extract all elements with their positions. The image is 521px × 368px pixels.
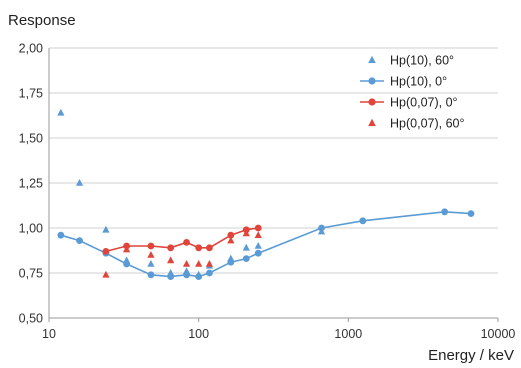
data-point [167,244,175,252]
series-4 [102,229,262,278]
data-point [227,231,235,239]
legend-label: Hp(0,07), 60° [390,117,464,131]
series-1 [57,108,326,278]
axis-layer: 0,50 0,75 1,00 1,25 1,50 1,75 2,00 10 100 1000 100… [19,42,516,342]
data-point [102,270,110,278]
y-tick-label: 2,00 [19,42,43,56]
data-point [183,239,190,246]
y-tick-label: 1,50 [19,132,43,146]
series-2 [57,208,475,280]
x-tick-label: 100 [188,327,209,341]
data-point [254,242,262,249]
legend-label: Hp(0,07), 0° [390,96,458,110]
legend-swatch-marker [368,118,376,126]
data-point [167,256,175,264]
data-point [441,208,449,216]
data-point [123,260,131,268]
data-point [242,255,250,262]
data-point [195,260,203,267]
data-point [182,260,191,267]
data-point [318,224,325,232]
data-point [147,271,155,279]
data-point [205,260,214,267]
legend: Hp(10), 60° Hp(10), 0° Hp(0,07), 0° Hp(0,07… [360,54,464,131]
data-point [57,108,65,116]
data-point [76,237,83,245]
data-point [102,248,110,255]
series-layer [57,108,475,280]
y-tick-label: 1,75 [19,87,43,101]
legend-label: Hp(10), 0° [390,75,447,89]
y-tick-label: 1,00 [19,222,43,236]
data-point [183,271,190,279]
data-point [206,244,213,252]
y-tick-label: 1,25 [19,177,43,191]
x-tick-label: 10000 [481,327,516,341]
data-point [359,217,367,225]
grid-layer [49,47,498,319]
legend-swatch-marker [368,98,376,106]
series-line [105,227,259,253]
data-point [254,249,262,257]
y-tick-label: 0,50 [19,312,43,326]
data-point [254,224,262,232]
data-point [57,231,65,239]
data-point [147,242,155,250]
data-point [123,245,131,253]
data-point [195,244,203,252]
legend-item: Hp(10), 0° [360,75,447,89]
legend-item: Hp(10), 60° [368,54,454,68]
legend-swatch-marker [368,55,376,63]
legend-swatch-marker [368,77,376,85]
data-point [254,231,262,238]
series-line [60,210,472,278]
data-point [147,260,155,267]
data-point [242,229,250,237]
data-point [147,251,155,258]
legend-item: Hp(0,07), 0° [360,96,458,110]
data-point [227,258,235,266]
data-point [102,225,110,233]
data-point [195,273,203,280]
y-tick-label: 0,75 [19,267,43,281]
data-point [467,210,475,218]
y-axis-title: Response [8,12,76,29]
data-point [242,243,250,251]
legend-label: Hp(10), 60° [390,54,454,68]
series-3 [102,224,262,255]
x-axis-title: Energy / keV [428,347,514,364]
data-point [227,236,235,244]
x-tick-label: 1000 [334,327,362,341]
legend-item: Hp(0,07), 60° [368,117,464,131]
x-tick-label: 10 [42,327,56,341]
data-point [206,269,213,277]
data-point [167,273,175,280]
data-point [75,179,84,186]
